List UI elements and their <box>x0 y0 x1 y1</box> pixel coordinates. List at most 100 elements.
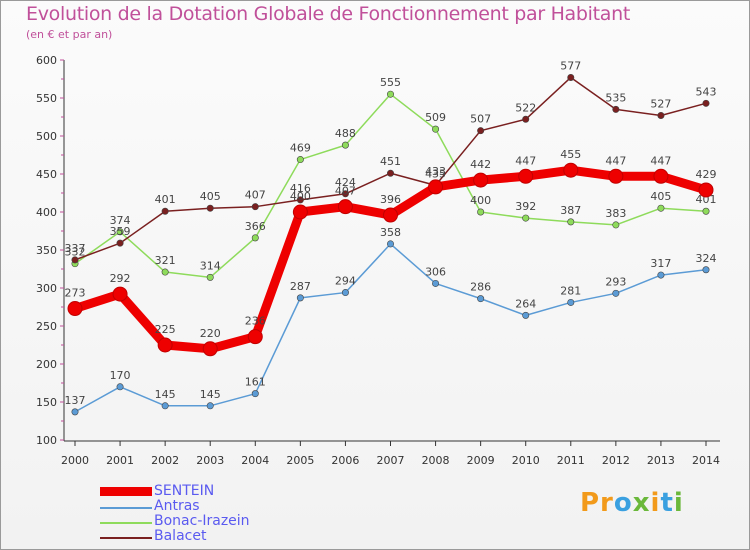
data-point-antras <box>341 289 349 297</box>
data-label-antras: 317 <box>650 257 671 270</box>
data-label-antras: 306 <box>425 265 446 278</box>
y-tick-label: 400 <box>36 206 57 219</box>
data-point-balacet <box>251 203 259 211</box>
y-tick-label: 150 <box>36 396 57 409</box>
data-point-bonac-irazein <box>206 273 214 281</box>
y-tick-label: 350 <box>36 244 57 257</box>
data-point-bonac-irazein <box>386 90 394 98</box>
data-point-bonac-irazein <box>567 218 575 226</box>
data-point-antras <box>432 279 440 287</box>
data-point-sentein <box>653 168 669 184</box>
data-point-bonac-irazein <box>612 221 620 229</box>
legend-swatch-sentein <box>100 487 152 496</box>
data-label-sentein: 236 <box>245 315 266 328</box>
series-balacet: 337 359 401 405 407 416 424 451 435 507 522 577 535 5… <box>65 59 717 264</box>
data-label-balacet: 407 <box>245 189 266 202</box>
data-label-balacet: 401 <box>155 193 176 206</box>
data-point-balacet <box>296 196 304 204</box>
data-point-balacet <box>341 190 349 198</box>
data-label-bonac-irazein: 383 <box>605 207 626 220</box>
data-label-antras: 294 <box>335 275 356 288</box>
data-label-balacet: 405 <box>200 190 221 203</box>
data-point-balacet <box>657 111 665 119</box>
data-label-bonac-irazein: 392 <box>515 200 536 213</box>
x-tick-label: 2002 <box>151 454 179 467</box>
series-bonac-irazein: 332 374 321 314 366 469 488 555 509 400 392 387 383 4… <box>65 76 717 281</box>
data-point-antras <box>702 266 710 274</box>
legend-swatch-balacet <box>100 537 152 539</box>
data-point-sentein <box>428 179 444 195</box>
x-tick-label: 2001 <box>106 454 134 467</box>
data-point-sentein <box>608 168 624 184</box>
data-point-bonac-irazein <box>341 141 349 149</box>
data-point-balacet <box>612 105 620 113</box>
x-tick-label: 2010 <box>512 454 540 467</box>
data-point-antras <box>567 298 575 306</box>
data-point-sentein <box>247 329 263 345</box>
data-label-balacet: 435 <box>425 167 446 180</box>
data-label-bonac-irazein: 405 <box>650 190 671 203</box>
data-point-antras <box>116 383 124 391</box>
data-label-sentein: 220 <box>200 327 221 340</box>
data-point-bonac-irazein <box>702 207 710 215</box>
data-point-bonac-irazein <box>251 234 259 242</box>
data-point-balacet <box>386 169 394 177</box>
x-tick-label: 2009 <box>467 454 495 467</box>
data-point-sentein <box>518 168 534 184</box>
x-tick-label: 2014 <box>692 454 720 467</box>
x-tick-label: 2004 <box>241 454 269 467</box>
data-point-antras <box>206 402 214 410</box>
data-point-sentein <box>383 207 398 223</box>
data-label-sentein: 429 <box>696 168 717 181</box>
data-label-bonac-irazein: 314 <box>200 259 221 272</box>
series-line-bonac-irazein <box>74 93 707 279</box>
data-label-balacet: 535 <box>605 91 626 104</box>
x-tick-label: 2003 <box>196 454 224 467</box>
x-tick-label: 2005 <box>286 454 314 467</box>
series-antras: 137 170 145 145 161 287 294 358 306 286 264 281 293 3… <box>65 226 717 416</box>
data-point-balacet <box>477 127 485 135</box>
chart-title: Evolution de la Dotation Globale de Fonc… <box>26 3 631 25</box>
data-label-antras: 324 <box>696 252 717 265</box>
series-sentein: 273 292 225 220 236 400 407 396 433 442 447 455 447 4… <box>65 148 717 357</box>
data-label-bonac-irazein: 401 <box>696 193 717 206</box>
data-point-sentein <box>337 199 353 215</box>
data-point-sentein <box>292 204 308 220</box>
data-label-bonac-irazein: 555 <box>380 76 401 89</box>
data-label-bonac-irazein: 387 <box>560 204 581 217</box>
data-point-bonac-irazein <box>477 208 485 216</box>
data-label-antras: 358 <box>380 226 401 239</box>
data-point-sentein <box>563 162 579 178</box>
data-point-antras <box>657 271 665 279</box>
data-point-sentein <box>202 341 218 357</box>
data-label-sentein: 447 <box>650 154 671 167</box>
data-label-sentein: 447 <box>515 154 536 167</box>
y-tick-label: 200 <box>36 358 57 371</box>
data-point-antras <box>386 240 394 248</box>
proxiti-logo: Proxiti <box>580 488 684 518</box>
data-label-sentein: 400 <box>290 190 311 203</box>
data-point-bonac-irazein <box>296 156 304 164</box>
data-label-balacet: 359 <box>110 225 131 238</box>
data-label-antras: 161 <box>245 376 266 389</box>
data-label-bonac-irazein: 321 <box>155 254 176 267</box>
data-label-sentein: 292 <box>110 272 131 285</box>
data-point-antras <box>612 289 620 297</box>
chart-subtitle: (en € et par an) <box>26 28 113 41</box>
data-point-antras <box>251 390 259 398</box>
y-tick-label: 300 <box>36 282 57 295</box>
y-tick-label: 450 <box>36 168 57 181</box>
data-label-sentein: 442 <box>470 158 491 171</box>
legend-swatch-antras <box>100 507 152 509</box>
data-point-sentein <box>157 337 173 353</box>
data-label-bonac-irazein: 509 <box>425 111 446 124</box>
data-label-sentein: 396 <box>380 193 401 206</box>
data-point-balacet <box>206 204 214 212</box>
data-label-antras: 293 <box>605 275 626 288</box>
data-label-balacet: 337 <box>65 242 86 255</box>
data-label-antras: 281 <box>560 284 581 297</box>
data-label-sentein: 273 <box>65 287 86 300</box>
data-label-bonac-irazein: 469 <box>290 142 311 155</box>
y-tick-label: 100 <box>36 434 57 447</box>
legend-label-antras: Antras <box>154 498 200 514</box>
